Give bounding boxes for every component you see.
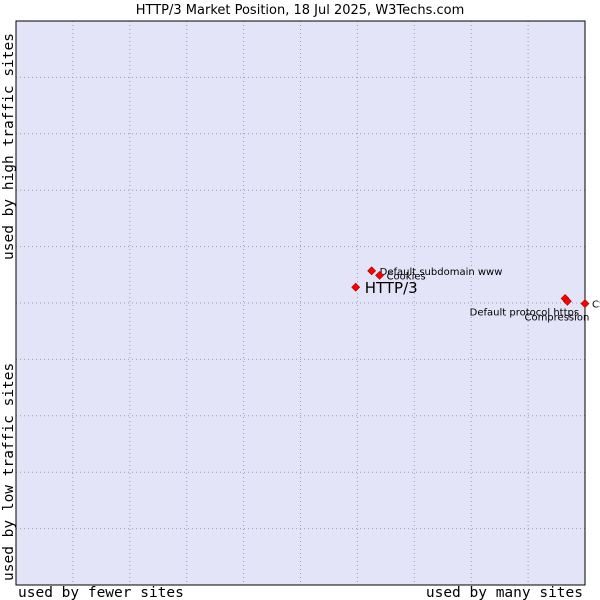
data-point-marker xyxy=(562,296,572,306)
data-point-label: Compression xyxy=(524,312,589,323)
x-axis-label-low: used by fewer sites xyxy=(18,585,184,600)
chart-title: HTTP/3 Market Position, 18 Jul 2025, W3T… xyxy=(136,3,465,18)
data-point-marker xyxy=(580,299,590,308)
data-point-label: Default subdomain www xyxy=(380,267,503,278)
x-axis-label-high: used by many sites xyxy=(426,585,583,600)
y-axis-label-high: used by high traffic sites xyxy=(1,33,17,260)
data-point-marker xyxy=(351,282,361,292)
grid-lines xyxy=(16,21,585,585)
data-point-label: Cookies xyxy=(387,271,426,282)
data-point-marker xyxy=(367,266,377,276)
data-point-label: HTTP/3 xyxy=(365,279,418,297)
data-point-label: Default protocol https xyxy=(470,307,579,318)
data-point-label: CSS xyxy=(592,300,600,311)
y-axis-label-low: used by low traffic sites xyxy=(1,363,17,581)
data-point-marker xyxy=(375,270,385,280)
